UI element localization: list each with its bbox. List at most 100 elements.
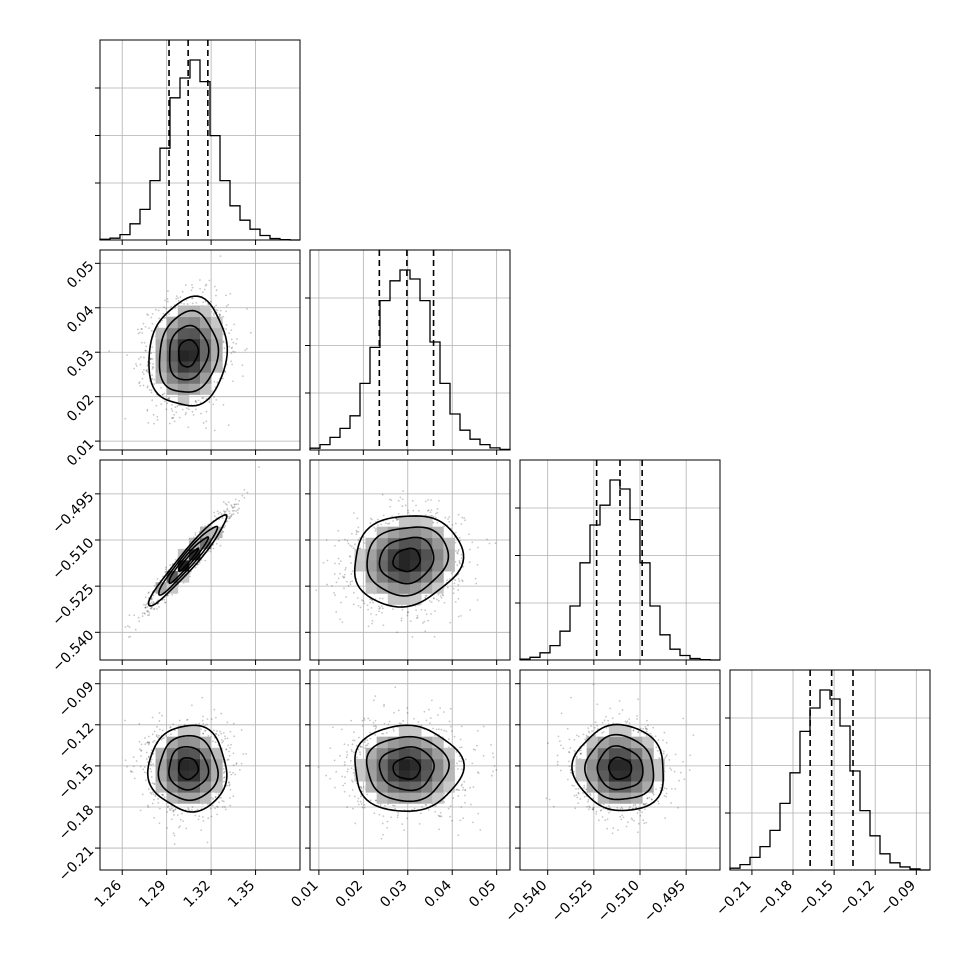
scatter-point (339, 572, 342, 575)
scatter-point (359, 606, 362, 609)
scatter-point (340, 601, 342, 604)
scatter-point (461, 580, 464, 583)
scatter-point (432, 597, 435, 599)
scatter-point (401, 823, 404, 826)
density-cell (211, 526, 223, 539)
scatter-point (228, 754, 231, 757)
histogram-panel-0 (99, 39, 301, 241)
scatter-point (379, 803, 382, 806)
scatter-point (629, 806, 632, 808)
scatter-point (141, 377, 144, 380)
scatter-point (148, 741, 151, 744)
density-cell (211, 350, 223, 362)
scatter-point (164, 570, 167, 573)
scatter-point (227, 758, 230, 761)
scatter-point (636, 715, 638, 717)
scatter-point (464, 788, 467, 791)
scatter-point (421, 806, 424, 808)
scatter-point (151, 716, 154, 719)
scatter-point (232, 722, 235, 725)
scatter-point (439, 815, 442, 818)
scatter-point (443, 601, 446, 604)
density-cell (188, 792, 201, 804)
x-tick-label-1-2: 0.03 (377, 878, 410, 911)
scatter-point (181, 408, 184, 411)
scatter-point (382, 514, 385, 517)
scatter-point (475, 582, 478, 585)
scatter-point (166, 402, 169, 405)
scatter-point (221, 799, 224, 802)
scatter-point (145, 758, 148, 760)
density-cell (398, 758, 411, 771)
scatter-point (683, 778, 686, 781)
scatter-point (151, 368, 154, 370)
density-cell (376, 758, 389, 771)
density-cell (432, 537, 444, 550)
scatter-point (214, 732, 217, 735)
scatter-point (228, 332, 230, 335)
scatter-point (139, 363, 142, 366)
density-cell (398, 548, 411, 561)
scatter-point (223, 347, 226, 350)
scatter-point (388, 522, 391, 525)
scatter-point (372, 725, 375, 728)
scatter-point (350, 748, 353, 751)
scatter-point (435, 728, 438, 731)
scatter-point (186, 303, 189, 305)
scatter-point (607, 804, 610, 807)
scatter-point (149, 791, 152, 794)
scatter-point (180, 302, 183, 305)
scatter-point (427, 809, 430, 811)
scatter-point (227, 501, 230, 504)
scatter-point (213, 511, 215, 514)
density-cell (155, 361, 168, 373)
scatter-point (135, 760, 138, 762)
scatter-point (645, 734, 648, 737)
scatter-point (345, 596, 347, 598)
scatter-point (228, 517, 231, 520)
density-cell (200, 327, 212, 340)
scatter-point (227, 517, 230, 520)
scatter-point (663, 731, 666, 734)
scatter-point (351, 580, 354, 583)
y-tick-label-2-1: −0.525 (49, 581, 97, 629)
scatter-point (171, 410, 174, 412)
scatter-point (575, 755, 578, 758)
scatter-point (636, 812, 639, 814)
scatter-point (422, 622, 424, 624)
density-cell (421, 758, 433, 771)
scatter-point (213, 396, 216, 398)
scatter-point (226, 508, 228, 511)
scatter-point (618, 700, 621, 702)
density-cell (410, 582, 422, 594)
scatter-point (443, 792, 446, 795)
scatter-point (353, 751, 355, 754)
scatter-point (225, 748, 227, 751)
scatter-point (437, 714, 439, 716)
scatter-point (137, 616, 140, 619)
scatter-point (443, 729, 446, 732)
scatter-point (230, 773, 233, 776)
scatter-point (201, 291, 204, 294)
scatter-point (337, 529, 340, 532)
scatter-point (347, 584, 350, 587)
density-cell (387, 593, 400, 605)
scatter-point (417, 721, 420, 723)
scatter-point (611, 832, 614, 835)
scatter-point (144, 612, 146, 615)
scatter-point (381, 732, 383, 735)
scatter-point (203, 730, 206, 732)
scatter-point (577, 787, 580, 790)
scatter-point (619, 808, 622, 810)
density-cell (597, 781, 610, 793)
scatter-point (146, 606, 149, 608)
density-cell (398, 526, 411, 539)
scatter-point (139, 748, 141, 751)
scatter-point (142, 768, 145, 771)
scatter-point (146, 313, 148, 316)
scatter-point (201, 696, 204, 699)
scatter-point (592, 807, 595, 809)
scatter-point (194, 400, 197, 402)
scatter-point (608, 811, 610, 814)
scatter-point (575, 734, 578, 737)
